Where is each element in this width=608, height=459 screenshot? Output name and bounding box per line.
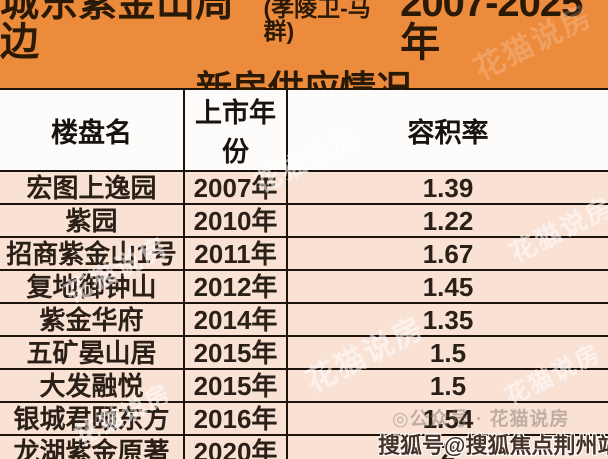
table-row: 宏图上逸园 2007年 1.39 (0, 171, 608, 205)
table-row: 大发融悦 2015年 1.5 (0, 369, 608, 403)
col-header-listing-year: 上市年份 (184, 90, 288, 172)
title-banner: 城东紫金山周边 (孝陵卫-马群) 2007-2025年 新房供应情况 花猫说房 (0, 0, 608, 107)
table-row: 紫园 2010年 1.22 (0, 204, 608, 238)
table-row: 银城君颐东方 2016年 1.54 (0, 402, 608, 436)
title-district: (孝陵卫-马群) (263, 0, 371, 44)
listing-year-cell: 2012年 (184, 270, 288, 304)
table-row: 招商紫金山1号 2011年 1.67 (0, 237, 608, 271)
plot-ratio-cell: 1.67 (287, 237, 608, 271)
plot-ratio-cell: 1.39 (287, 171, 608, 205)
listing-year-cell: 2010年 (184, 204, 288, 238)
property-name-cell: 五矿晏山居 (0, 336, 185, 370)
property-name-cell: 紫金华府 (0, 303, 185, 337)
plot-ratio-cell: 1.45 (287, 270, 608, 304)
col-header-plot-ratio: 容积率 (287, 90, 608, 172)
title-line-1: 城东紫金山周边 (孝陵卫-马群) 2007-2025年 (0, 0, 608, 63)
listing-year-cell: 2016年 (184, 402, 288, 436)
property-name-cell: 大发融悦 (0, 369, 185, 403)
table-row: 紫金华府 2014年 1.35 (0, 303, 608, 337)
table-row: 五矿晏山居 2015年 1.5 (0, 336, 608, 370)
listing-year-cell: 2011年 (184, 237, 288, 271)
listing-year-cell: 2015年 (184, 369, 288, 403)
col-header-property-name: 楼盘名 (0, 90, 185, 172)
plot-ratio-cell: 2 (287, 435, 608, 459)
listing-year-cell: 2007年 (184, 171, 288, 205)
property-name-cell: 复地御钟山 (0, 270, 185, 304)
listing-year-cell: 2015年 (184, 336, 288, 370)
property-name-cell: 宏图上逸园 (0, 171, 185, 205)
property-name-cell: 龙湖紫金原著 (0, 435, 185, 459)
plot-ratio-cell: 1.54 (287, 402, 608, 436)
table-row: 复地御钟山 2012年 1.45 (0, 270, 608, 304)
plot-ratio-cell: 1.35 (287, 303, 608, 337)
title-year-range: 2007-2025年 (400, 0, 583, 65)
table-header-row: 楼盘名 上市年份 容积率 (0, 90, 608, 172)
plot-ratio-cell: 1.5 (287, 369, 608, 403)
property-name-cell: 招商紫金山1号 (0, 237, 185, 271)
property-name-cell: 紫园 (0, 204, 185, 238)
plot-ratio-cell: 1.5 (287, 336, 608, 370)
table-row: 龙湖紫金原著 2020年 2 (0, 435, 608, 459)
listing-year-cell: 2014年 (184, 303, 288, 337)
title-area-name: 城东紫金山周边 (0, 0, 235, 64)
supply-table: 楼盘名 上市年份 容积率 宏图上逸园 2007年 1.39 紫园 2010年 1… (0, 90, 608, 459)
property-name-cell: 银城君颐东方 (0, 402, 185, 436)
table-body: 宏图上逸园 2007年 1.39 紫园 2010年 1.22 招商紫金山1号 2… (0, 171, 608, 459)
listing-year-cell: 2020年 (184, 435, 288, 459)
plot-ratio-cell: 1.22 (287, 204, 608, 238)
